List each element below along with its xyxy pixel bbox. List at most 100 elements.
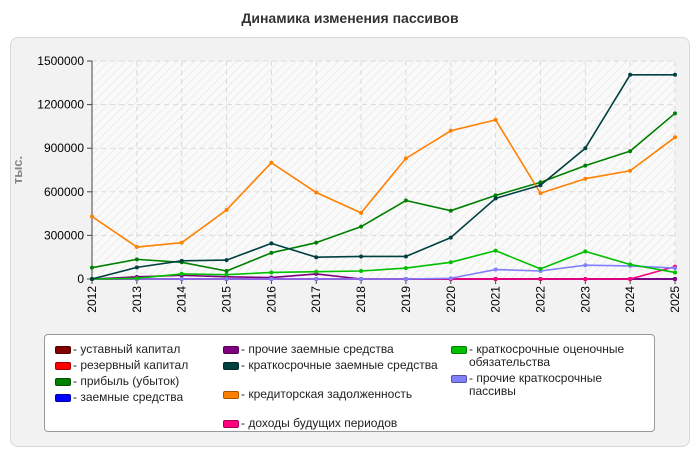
data-point — [538, 191, 543, 196]
legend-item[interactable]: - резервный капитал — [55, 359, 215, 372]
data-point — [403, 266, 408, 271]
legend-swatch — [451, 346, 467, 354]
legend-item[interactable]: - прибыль (убыток) — [55, 375, 215, 388]
x-tick-label: 2013 — [130, 286, 144, 313]
series-line — [90, 117, 677, 250]
legend-swatch — [223, 362, 239, 370]
legend-item[interactable]: - прочие краткосрочные пассивы — [451, 372, 641, 398]
data-point — [314, 255, 319, 260]
data-point — [448, 208, 453, 213]
data-point — [403, 277, 408, 281]
data-point — [628, 262, 633, 267]
legend-label: - доходы будущих периодов — [241, 416, 398, 430]
legend-label: - кредиторская задолженность — [241, 387, 413, 401]
x-tick-label: 2015 — [220, 286, 234, 313]
data-point — [314, 190, 319, 195]
legend-swatch — [223, 420, 239, 428]
data-point — [224, 269, 229, 274]
data-point — [403, 254, 408, 259]
x-tick-label: 2012 — [85, 286, 99, 313]
x-tick-label: 2020 — [444, 286, 458, 313]
data-point — [583, 163, 588, 168]
data-point — [269, 241, 274, 246]
data-point — [269, 270, 274, 275]
legend-item[interactable]: - краткосрочные заемные средства — [223, 359, 443, 372]
legend-swatch — [55, 378, 71, 386]
legend-swatch — [55, 362, 71, 370]
data-point — [403, 156, 408, 161]
data-point — [269, 160, 274, 165]
data-point — [224, 258, 229, 263]
data-point — [583, 277, 588, 281]
data-point — [134, 276, 139, 281]
data-point — [583, 249, 588, 254]
data-point — [493, 248, 498, 253]
data-point — [359, 269, 364, 274]
data-point — [673, 266, 677, 271]
legend-swatch — [55, 394, 71, 402]
x-tick-label: 2024 — [623, 286, 637, 313]
data-point — [673, 270, 677, 275]
series-path — [91, 119, 676, 248]
legend-item[interactable]: - доходы будущих периодов — [223, 417, 443, 430]
data-point — [179, 277, 184, 281]
legend-item[interactable]: - краткосрочные оценочные обязательства — [451, 343, 641, 369]
data-point — [448, 128, 453, 133]
data-point — [179, 240, 184, 245]
series-line — [90, 72, 677, 281]
data-point — [583, 146, 588, 151]
legend-label: - уставный капитал — [73, 342, 181, 356]
legend: - уставный капитал - резервный капитал - п… — [44, 334, 655, 432]
data-point — [359, 254, 364, 259]
data-point — [493, 277, 498, 281]
data-point — [493, 117, 498, 122]
x-tick-label: 2017 — [309, 286, 323, 313]
y-tick-label: 0 — [77, 272, 84, 286]
legend-item[interactable]: - прочие заемные средства — [223, 343, 443, 356]
data-point — [673, 111, 677, 116]
data-point — [90, 214, 94, 219]
x-tick-label: 2019 — [399, 286, 413, 313]
data-point — [179, 271, 184, 276]
legend-item[interactable]: - кредиторская задолженность — [223, 388, 443, 401]
series-line — [90, 248, 677, 281]
x-tick-label: 2018 — [354, 286, 368, 313]
data-point — [448, 235, 453, 240]
data-point — [269, 277, 274, 281]
data-point — [314, 269, 319, 274]
data-point — [359, 224, 364, 229]
data-point — [224, 207, 229, 212]
data-point — [673, 277, 677, 281]
plot-area — [92, 61, 675, 279]
data-point — [403, 198, 408, 203]
data-point — [673, 135, 677, 140]
legend-item[interactable]: - уставный капитал — [55, 343, 215, 356]
data-point — [224, 277, 229, 281]
data-point — [493, 193, 498, 198]
series-path — [91, 249, 676, 280]
legend-label: - краткосрочные оценочные обязательства — [469, 342, 625, 369]
legend-label: - прибыль (убыток) — [73, 374, 180, 388]
data-point — [448, 276, 453, 281]
data-point — [538, 277, 543, 281]
data-point — [493, 267, 498, 272]
data-point — [359, 277, 364, 281]
legend-swatch — [55, 346, 71, 354]
x-tick-label: 2023 — [578, 286, 592, 313]
legend-label: - заемные средства — [73, 390, 184, 404]
data-point — [628, 168, 633, 173]
x-tick-label: 2016 — [264, 286, 278, 313]
data-point — [90, 265, 94, 270]
legend-label: - резервный капитал — [73, 358, 189, 372]
legend-swatch — [223, 346, 239, 354]
data-point — [314, 240, 319, 245]
data-point — [269, 250, 274, 255]
series-path — [91, 112, 676, 272]
data-point — [314, 277, 319, 281]
data-point — [628, 149, 633, 154]
data-point — [673, 72, 677, 77]
series-path — [91, 74, 675, 280]
legend-swatch — [223, 391, 239, 399]
legend-item[interactable]: - заемные средства — [55, 391, 215, 404]
